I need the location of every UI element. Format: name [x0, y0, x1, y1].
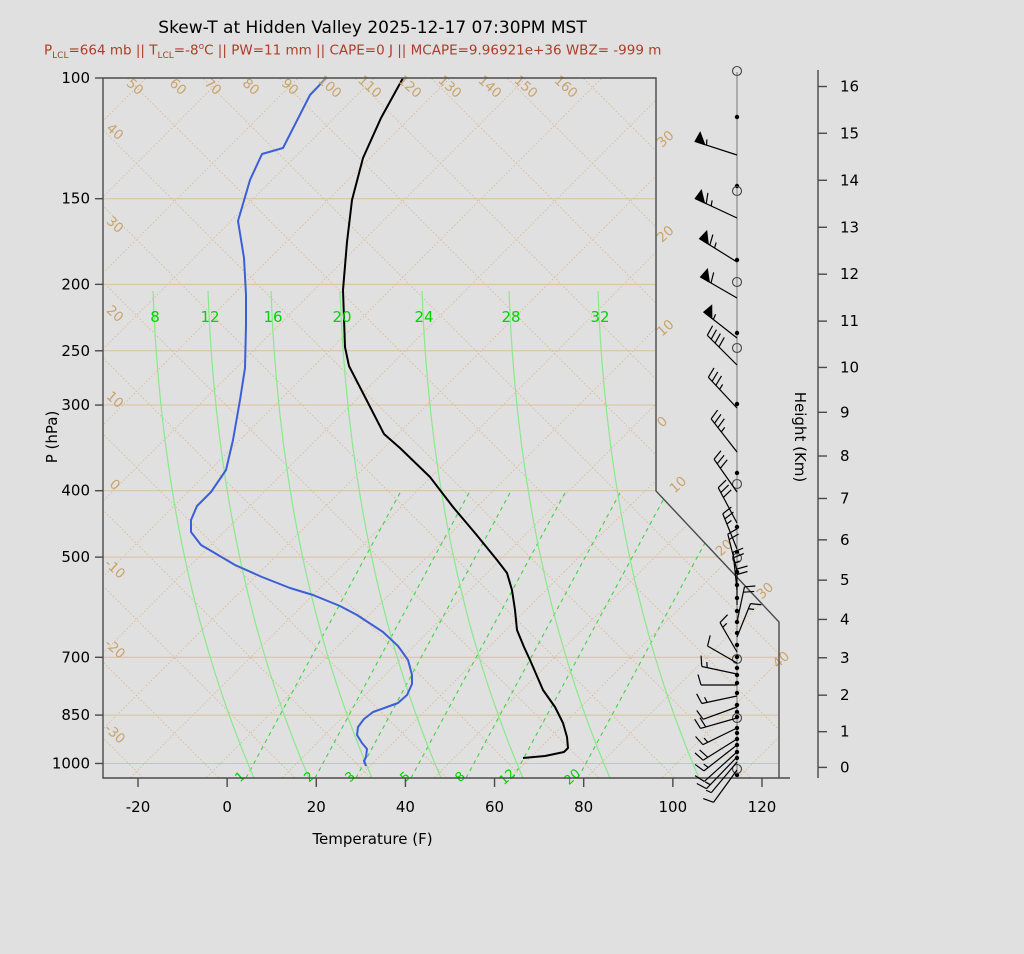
svg-text:500: 500: [61, 548, 90, 566]
svg-text:50: 50: [123, 75, 146, 98]
svg-text:7: 7: [840, 489, 850, 507]
height-axis-title: Height (Km): [791, 377, 809, 497]
svg-text:10: 10: [103, 388, 126, 411]
subtitle-part: LCL: [52, 51, 68, 61]
svg-text:12: 12: [840, 265, 859, 283]
svg-text:0: 0: [106, 476, 123, 494]
svg-text:6: 6: [840, 531, 850, 549]
svg-text:160: 160: [551, 72, 581, 101]
svg-text:5: 5: [840, 571, 850, 589]
svg-text:11: 11: [840, 312, 859, 330]
subtitle-part: =664 mb || T: [68, 43, 157, 59]
svg-text:120: 120: [395, 72, 425, 101]
svg-text:2: 2: [840, 686, 850, 704]
temperature-curve: [343, 78, 568, 758]
svg-text:40: 40: [396, 798, 415, 816]
svg-text:10: 10: [667, 473, 690, 496]
svg-text:13: 13: [840, 218, 859, 236]
svg-text:20: 20: [103, 302, 126, 325]
svg-text:20: 20: [654, 223, 677, 246]
mixing-ratio-lines: [246, 491, 733, 778]
y-axis-title: P (hPa): [43, 377, 61, 497]
svg-text:-20: -20: [126, 798, 151, 816]
svg-text:80: 80: [239, 75, 262, 98]
svg-text:150: 150: [511, 72, 541, 101]
isotherm-adiabat-grid: [0, 45, 1024, 790]
svg-text:1: 1: [840, 723, 850, 741]
x-axis-title: Temperature (F): [0, 830, 745, 848]
svg-text:0: 0: [840, 758, 850, 776]
svg-text:16: 16: [840, 78, 859, 96]
svg-text:60: 60: [166, 75, 189, 98]
chart-title: Skew-T at Hidden Valley 2025-12-17 07:30…: [0, 18, 745, 38]
wind-barb-staff: [733, 67, 742, 779]
svg-text:250: 250: [61, 342, 90, 360]
svg-text:24: 24: [414, 308, 433, 326]
svg-text:40: 40: [103, 120, 126, 143]
svg-text:0: 0: [222, 798, 232, 816]
svg-text:850: 850: [61, 706, 90, 724]
temperature-axis: -20 0 20 40 60 80 100 120: [126, 778, 777, 816]
svg-text:12: 12: [200, 308, 219, 326]
svg-text:110: 110: [355, 72, 385, 101]
subtitle-part: =-8: [174, 43, 199, 59]
moist-adiabat-labels: 8 12 16 20 24 28 32: [150, 308, 609, 326]
svg-text:3: 3: [840, 649, 850, 667]
subtitle-part: C || PW=11 mm || CAPE=0 J || MCAPE=9.969…: [204, 43, 661, 59]
svg-text:200: 200: [61, 275, 90, 293]
svg-text:1000: 1000: [52, 754, 90, 772]
svg-text:140: 140: [475, 72, 505, 101]
wind-barbs: [695, 133, 762, 803]
svg-text:300: 300: [61, 396, 90, 414]
svg-text:8: 8: [840, 447, 850, 465]
svg-text:80: 80: [574, 798, 593, 816]
svg-text:14: 14: [840, 171, 859, 189]
subtitle-part: P: [44, 43, 52, 59]
svg-text:16: 16: [263, 308, 282, 326]
svg-text:40: 40: [770, 648, 793, 671]
svg-text:-30: -30: [101, 721, 128, 748]
svg-text:8: 8: [150, 308, 160, 326]
svg-text:30: 30: [654, 128, 677, 151]
svg-text:28: 28: [501, 308, 520, 326]
dewpoint-curve: [191, 72, 412, 766]
plot-frame: [103, 78, 790, 778]
svg-text:9: 9: [840, 403, 850, 421]
svg-text:15: 15: [840, 124, 859, 142]
chart-subtitle: PLCL=664 mb || TLCL=-8oC || PW=11 mm || …: [44, 42, 661, 61]
svg-text:700: 700: [61, 648, 90, 666]
svg-text:120: 120: [748, 798, 777, 816]
subtitle-part: LCL: [157, 51, 173, 61]
svg-text:32: 32: [590, 308, 609, 326]
svg-text:30: 30: [103, 213, 126, 236]
svg-text:100: 100: [315, 72, 345, 101]
svg-text:150: 150: [61, 190, 90, 208]
svg-text:10: 10: [654, 317, 677, 340]
svg-text:100: 100: [659, 798, 688, 816]
plot-area: [0, 45, 1024, 790]
svg-text:10: 10: [840, 358, 859, 376]
svg-text:100: 100: [61, 69, 90, 87]
svg-text:130: 130: [435, 72, 465, 101]
svg-text:4: 4: [840, 610, 850, 628]
svg-text:-20: -20: [101, 636, 128, 663]
svg-text:-10: -10: [101, 556, 128, 583]
svg-text:20: 20: [332, 308, 351, 326]
svg-text:90: 90: [278, 75, 301, 98]
svg-text:400: 400: [61, 482, 90, 500]
svg-text:20: 20: [307, 798, 326, 816]
svg-text:60: 60: [485, 798, 504, 816]
